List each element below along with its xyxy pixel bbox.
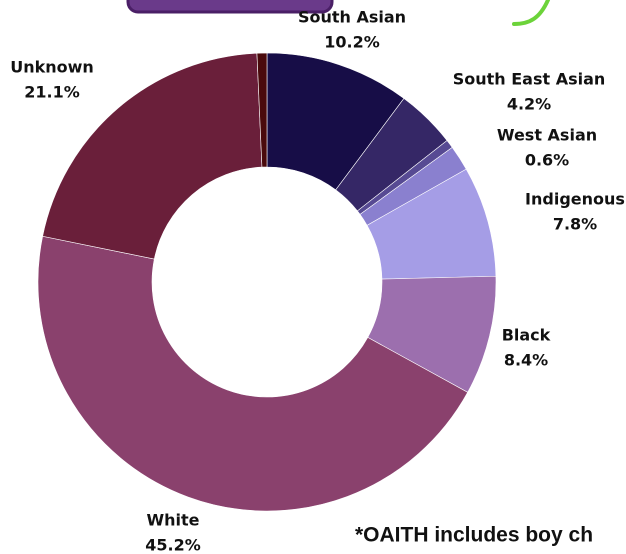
slice-label: Unknown: [10, 58, 94, 77]
decor-swoosh: [512, 0, 550, 26]
donut-slice: [42, 52, 263, 260]
slice-label: Black: [502, 326, 551, 345]
footnote: *OAITH includes boy ch: [355, 524, 593, 547]
slice-label: White: [146, 511, 199, 530]
donut-slice: [256, 52, 268, 168]
slice-label: West Asian: [497, 126, 597, 145]
header-button: [126, 0, 334, 14]
slice-value-label: 7.8%: [553, 215, 597, 234]
slice-value-label: 45.2%: [145, 536, 201, 554]
slice-value-label: 21.1%: [24, 83, 80, 102]
donut: [37, 52, 497, 512]
slice-value-label: 4.2%: [507, 95, 551, 114]
slice-value-label: 8.4%: [504, 351, 548, 370]
slice-label: South East Asian: [453, 70, 606, 89]
slice-value-label: 10.2%: [324, 33, 380, 52]
slice-label: South Asian: [298, 8, 406, 27]
slice-value-label: 0.6%: [525, 151, 569, 170]
slice-label: Indigenous: [525, 190, 625, 209]
donut-slice: [37, 235, 469, 512]
